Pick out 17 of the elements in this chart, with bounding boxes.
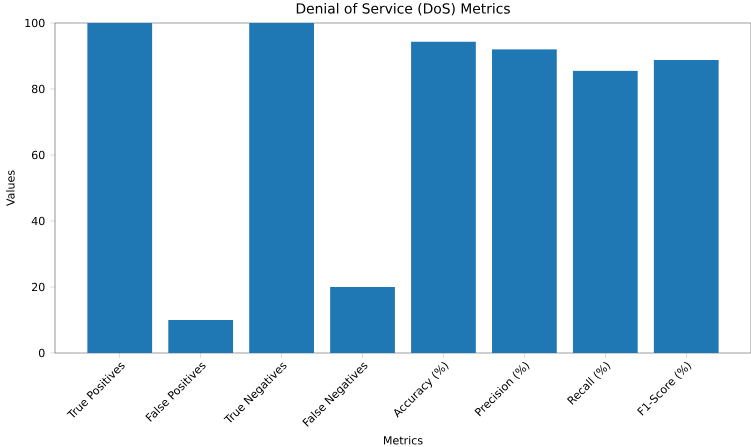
bar bbox=[492, 49, 557, 353]
bar bbox=[168, 320, 234, 353]
y-tick-label: 80 bbox=[32, 84, 45, 94]
y-axis-title: Values bbox=[6, 170, 15, 206]
y-tick-label: 0 bbox=[38, 348, 45, 358]
x-axis-title: Metrics bbox=[384, 436, 423, 445]
bar bbox=[249, 23, 314, 353]
y-tick-label: 40 bbox=[32, 216, 45, 226]
chart-title: Denial of Service (DoS) Metrics bbox=[296, 2, 510, 16]
bar bbox=[572, 70, 638, 353]
y-tick-label: 60 bbox=[32, 150, 45, 160]
y-tick-label: 100 bbox=[25, 18, 45, 28]
bar bbox=[411, 42, 476, 353]
y-tick-label: 20 bbox=[32, 282, 45, 292]
bar bbox=[330, 287, 395, 353]
bar bbox=[87, 23, 152, 353]
bar bbox=[654, 60, 719, 353]
